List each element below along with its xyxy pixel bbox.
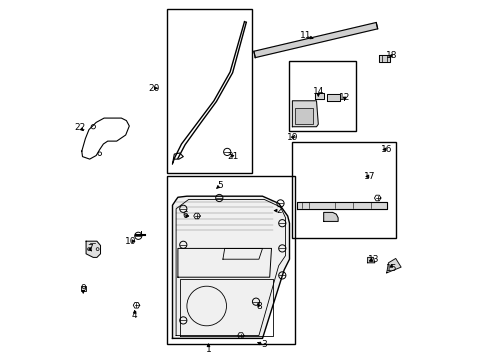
Text: 7: 7 [87,244,92,253]
Text: 6: 6 [182,211,187,220]
Bar [288,61,355,131]
Bar [167,9,251,173]
Text: 13: 13 [367,255,378,264]
Text: 10: 10 [125,237,137,246]
Text: 21: 21 [227,152,238,161]
Text: 3: 3 [261,341,266,349]
Polygon shape [292,101,318,127]
Text: 18: 18 [386,51,397,60]
Text: 9: 9 [80,284,86,293]
Bar [294,108,312,124]
Polygon shape [323,212,337,221]
Polygon shape [172,196,289,338]
Polygon shape [326,94,339,101]
Text: 12: 12 [338,93,349,102]
Text: 16: 16 [380,145,392,154]
Bar [291,142,395,238]
Polygon shape [296,202,386,209]
Text: 11: 11 [299,31,311,40]
Text: 22: 22 [75,123,86,132]
Text: 14: 14 [312,87,324,96]
Polygon shape [378,55,389,62]
Text: 2: 2 [275,206,281,215]
Polygon shape [314,93,323,99]
Text: 19: 19 [286,133,298,142]
Text: 17: 17 [363,172,375,181]
Text: 8: 8 [256,302,262,311]
Bar [167,176,294,344]
Polygon shape [386,258,400,273]
Bar [81,286,86,291]
Polygon shape [367,257,374,263]
Text: 1: 1 [205,345,211,354]
Text: 4: 4 [132,310,137,320]
Text: 5: 5 [217,181,223,190]
Text: 15: 15 [385,264,396,273]
Polygon shape [86,241,101,257]
Polygon shape [253,22,377,58]
Text: 20: 20 [148,84,159,93]
